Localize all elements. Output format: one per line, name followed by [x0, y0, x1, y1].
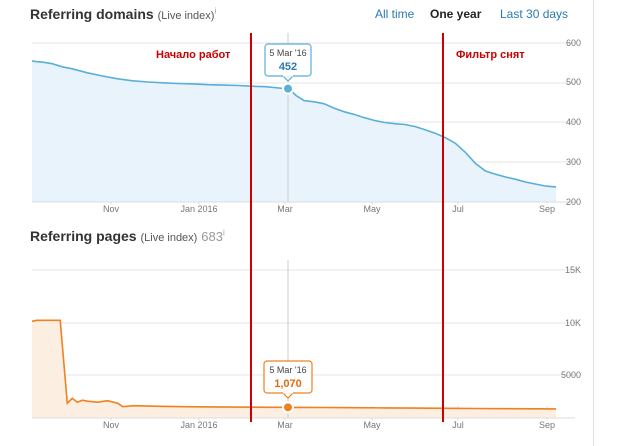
x-tick-label: Mar [277, 420, 293, 430]
x-tick-label: Jan 2016 [180, 420, 217, 430]
domains-title-text: Referring domains [30, 6, 154, 22]
pages-subtitle: (Live index) [140, 232, 198, 244]
annotation-end-label: Фильтр снят [456, 49, 525, 61]
x-tick-label: Jul [452, 204, 464, 214]
annotation-start-label: Начало работ [156, 49, 231, 61]
y-tick-label: 10K [565, 318, 581, 328]
pages-title-text: Referring pages [30, 228, 137, 244]
domains-area [32, 60, 556, 203]
y-tick-label: 200 [566, 197, 581, 207]
x-tick-label: Nov [103, 204, 120, 214]
x-tick-label: Sep [539, 204, 555, 214]
pages-info-icon[interactable]: i [222, 228, 225, 238]
tab-all-time[interactable]: All time [375, 7, 415, 21]
y-tick-label: 5000 [561, 370, 581, 380]
domains-title: Referring domains (Live index)i [30, 6, 216, 22]
x-tick-label: Sep [539, 420, 555, 430]
tooltip-value: 452 [279, 61, 297, 73]
y-tick-label: 400 [566, 117, 581, 127]
y-tick-label: 600 [566, 38, 581, 48]
tooltip-date: 5 Mar '16 [269, 365, 306, 375]
tooltip-value: 1,070 [274, 378, 302, 390]
x-tick-label: Jan 2016 [180, 204, 217, 214]
pages-hover-point [282, 401, 294, 414]
tooltip-pointer [281, 392, 295, 399]
tooltip-pointer-mask [283, 392, 293, 394]
pages-line [31, 319, 557, 410]
domains-hover-point [282, 82, 294, 95]
tab-last-30-days[interactable]: Last 30 days [500, 7, 569, 21]
pages-title: Referring pages (Live index) 683i [30, 228, 225, 244]
tooltip-pointer [281, 75, 295, 82]
tooltip-pointer-mask [283, 75, 293, 77]
x-tick-label: Jul [452, 420, 464, 430]
x-tick-label: Mar [277, 204, 293, 214]
pages-area [32, 320, 556, 418]
panel-divider [593, 0, 594, 446]
domains-subtitle: (Live index) [157, 10, 215, 22]
tooltip-date: 5 Mar '16 [269, 48, 306, 58]
x-tick-label: May [363, 420, 381, 430]
x-tick-label: May [363, 204, 381, 214]
x-tick-label: Nov [103, 420, 120, 430]
pages-count: 683 [201, 229, 223, 244]
tab-one-year[interactable]: One year [430, 7, 482, 21]
y-tick-label: 500 [566, 77, 581, 87]
domains-info-icon[interactable]: i [214, 6, 217, 16]
y-tick-label: 300 [566, 157, 581, 167]
y-tick-label: 15K [565, 265, 581, 275]
domains-line [31, 60, 557, 188]
